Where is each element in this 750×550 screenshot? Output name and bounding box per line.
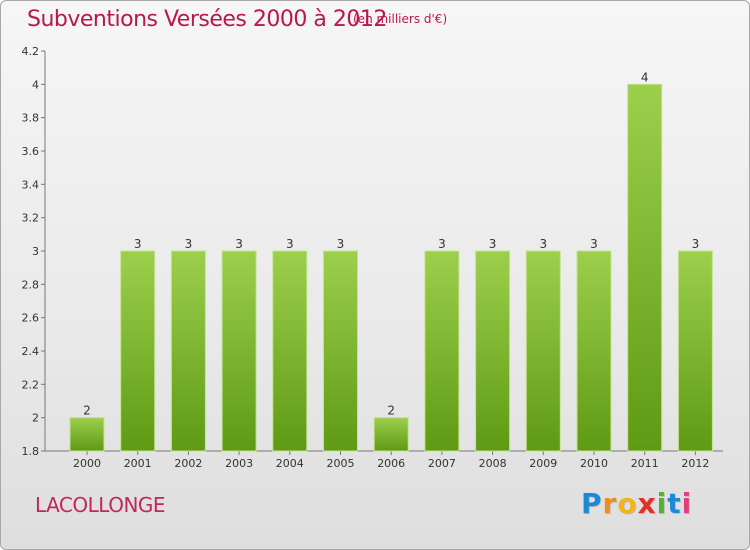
value-label: 3 [185,237,193,251]
bar-2011 [627,83,663,452]
y-tick-label: 3 [32,245,39,258]
x-tick-label: 2004 [276,457,304,470]
x-tick-label: 2006 [377,457,405,470]
bar-2010 [576,250,612,452]
value-label: 3 [489,237,497,251]
bar-2000 [69,417,105,452]
x-tick-label: 2007 [428,457,456,470]
y-tick-label: 2.8 [22,278,40,291]
value-label: 3 [438,237,446,251]
x-tick-label: 2008 [479,457,507,470]
value-label: 3 [235,237,243,251]
x-tick-label: 2003 [225,457,253,470]
x-tick-label: 2009 [529,457,557,470]
y-tick-label: 4.2 [22,45,40,58]
bar-2007 [424,250,460,452]
proxiti-logo: Proxiti [581,487,693,520]
y-tick-label: 4 [32,78,39,91]
bar-2001 [120,250,156,452]
y-tick-label: 3.2 [22,212,40,225]
y-tick-label: 3.8 [22,112,40,125]
value-label: 3 [692,237,700,251]
value-label: 2 [387,404,395,418]
y-tick-label: 2 [32,412,39,425]
value-label: 3 [134,237,142,251]
bar-2008 [475,250,511,452]
y-tick-label: 2.2 [22,378,40,391]
x-tick-label: 2000 [73,457,101,470]
bar-2004 [272,250,308,452]
bar-2002 [170,250,206,452]
bar-2012 [677,250,713,452]
value-label: 3 [286,237,294,251]
x-tick-label: 2005 [327,457,355,470]
x-tick-label: 2001 [124,457,152,470]
bar-2009 [525,250,561,452]
x-tick-label: 2010 [580,457,608,470]
commune-name: LACOLLONGE [35,493,166,517]
value-label: 4 [641,70,649,84]
chart-title: Subventions Versées 2000 à 2012 [27,7,387,32]
bar-2006 [373,417,409,452]
y-tick-label: 2.6 [22,312,40,325]
x-tick-label: 2011 [631,457,659,470]
y-tick-label: 2.4 [22,345,40,358]
y-tick-label: 3.4 [22,178,40,191]
value-label: 3 [337,237,345,251]
x-tick-label: 2002 [174,457,202,470]
value-label: 2 [83,404,91,418]
y-tick-label: 3.6 [22,145,40,158]
x-tick-label: 2012 [681,457,709,470]
value-label: 3 [590,237,598,251]
chart-subtitle: (en milliers d'€) [353,12,448,26]
bar-2003 [221,250,257,452]
y-tick-label: 1.8 [22,445,40,458]
bar-2005 [323,250,358,452]
value-label: 3 [539,237,547,251]
